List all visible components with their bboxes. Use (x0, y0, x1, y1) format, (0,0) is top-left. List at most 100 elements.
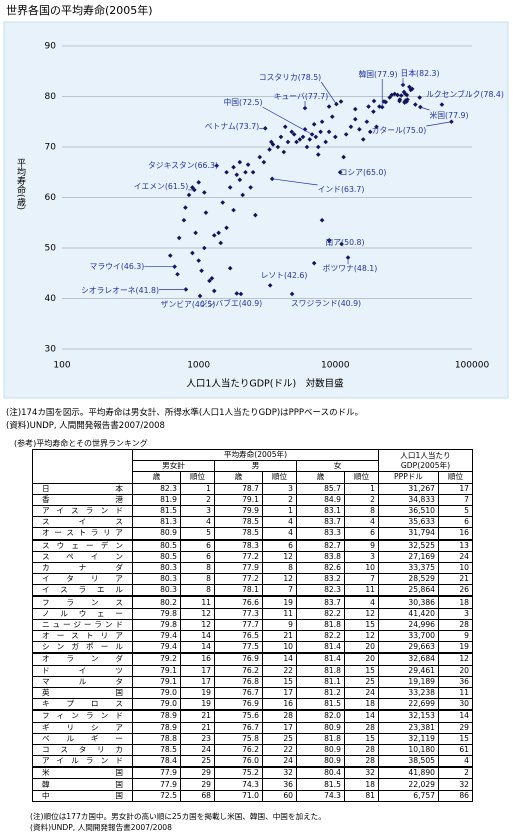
age-cell: 81.8 (296, 732, 345, 745)
rank-cell: 4 (262, 527, 297, 541)
rank-cell: 28 (438, 618, 473, 632)
gdp-cell: 29,663 (378, 641, 439, 655)
data-point (304, 144, 310, 150)
rank-cell: 28 (344, 743, 379, 757)
age-cell: 74.3 (296, 789, 345, 802)
data-point (311, 260, 317, 266)
gdp-cell: 41,420 (378, 607, 439, 620)
header-row: 平均寿命(2005年) 人口1人当たりGDP(2005年) (32, 448, 473, 484)
rank-cell: 86 (438, 789, 473, 802)
data-point (398, 93, 404, 98)
data-point (338, 99, 344, 104)
data-point (405, 97, 410, 102)
age-cell: 79.2 (132, 652, 181, 666)
table-row: アイスランド 81.5 3 79.9 1 83.1 8 36,510 5 (32, 504, 473, 518)
age-cell: 81.5 (296, 698, 345, 712)
age-cell: 78.9 (132, 709, 181, 723)
rank-cell: 16 (180, 652, 215, 666)
annotation-label: 南ア(50.8) (325, 237, 364, 247)
rank-cell: 12 (180, 618, 215, 632)
gdp-cell: 30,386 (378, 595, 439, 609)
rank-cell: 32 (438, 778, 473, 791)
age-cell: 83.2 (296, 573, 345, 586)
data-point (278, 134, 284, 140)
data-point (311, 121, 317, 127)
country-name: ドイツ (42, 665, 123, 675)
data-point (186, 192, 192, 198)
age-cell: 77.7 (214, 618, 263, 632)
data-point (193, 230, 198, 236)
data-point (402, 99, 407, 105)
age-cell: 80.9 (132, 527, 181, 541)
data-point (250, 169, 256, 175)
age-cell: 80.9 (296, 743, 345, 757)
data-point (318, 129, 323, 135)
data-point (319, 217, 325, 223)
country-cell: キプロス (32, 698, 133, 712)
table-row: スイス 81.3 4 78.5 4 83.7 4 35,633 6 (32, 516, 473, 529)
country-cell: スイス (32, 516, 133, 529)
age-cell: 81.5 (132, 504, 181, 518)
country-cell: ドイツ (32, 664, 133, 677)
rank-cell: 12 (344, 607, 379, 620)
gdp-cell: 10,180 (378, 743, 439, 757)
age-cell: 79.9 (214, 504, 263, 518)
table-row: 中国 72.5 68 71.0 60 74.3 81 6,757 86 (32, 789, 473, 802)
data-point (240, 192, 246, 198)
rank-cell: 15 (344, 732, 379, 745)
rank-cell: 3 (180, 504, 215, 518)
data-point (270, 142, 276, 147)
table-row: 英国 79.0 19 76.7 17 81.2 24 33,238 11 (32, 686, 473, 700)
rank-cell: 13 (438, 539, 473, 552)
data-point (196, 258, 201, 263)
data-point (181, 217, 187, 223)
rank-cell: 2 (262, 493, 297, 506)
rank-cell: 17 (262, 721, 297, 734)
data-point (227, 265, 233, 271)
age-cell: 76.2 (214, 664, 263, 677)
table-row: フィンランド 78.9 21 75.6 28 82.0 14 32,153 14 (32, 709, 473, 723)
data-point (234, 291, 240, 296)
annotation-label: マラウイ(46.3) (90, 262, 145, 271)
rank-cell: 3 (344, 550, 379, 563)
header-group: 平均寿命(2005年) (132, 448, 379, 462)
annotation-label: シオラレオーネ(41.8) (81, 286, 159, 295)
chart-background (3, 21, 509, 399)
rank-cell: 17 (180, 664, 215, 677)
gdp-cell: 32,684 (378, 652, 439, 666)
rank-cell: 9 (344, 539, 379, 552)
country-name: スウェーデン (42, 540, 123, 550)
header-row: 男女計男女 (33, 460, 473, 473)
rank-cell: 11 (262, 607, 297, 620)
rank-cell: 15 (344, 618, 379, 632)
annotation-leader (426, 121, 452, 127)
rank-cell: 14 (262, 652, 297, 666)
country-name: ノルウェー (42, 608, 123, 618)
rank-cell: 29 (180, 766, 215, 780)
country-name: 韓国 (42, 779, 123, 789)
data-point (329, 114, 335, 119)
data-point (319, 119, 325, 125)
age-cell: 81.4 (296, 652, 345, 666)
header-sub: 男女計 (132, 460, 215, 473)
rank-cell: 8 (262, 561, 297, 575)
rank-cell: 3 (262, 482, 297, 495)
data-point (289, 291, 295, 297)
rank-cell: 5 (180, 527, 215, 541)
rank-cell: 8 (344, 504, 379, 518)
rank-cell: 25 (344, 675, 379, 688)
data-point (190, 250, 195, 256)
rank-cell: 22 (262, 664, 297, 677)
age-cell: 80.4 (296, 766, 345, 780)
rank-cell: 14 (344, 709, 379, 723)
data-point (220, 200, 226, 205)
country-name: スペイン (42, 551, 123, 561)
rank-cell: 1 (344, 482, 379, 495)
country-cell: アイルランド (32, 755, 133, 769)
data-point (374, 124, 379, 130)
rank-cell: 24 (344, 686, 379, 700)
page-title: 世界各国の平均寿命(2005年) (6, 4, 153, 17)
age-cell: 81.1 (296, 675, 345, 688)
country-name: マルタ (42, 676, 123, 686)
rank-cell: 12 (262, 573, 297, 586)
